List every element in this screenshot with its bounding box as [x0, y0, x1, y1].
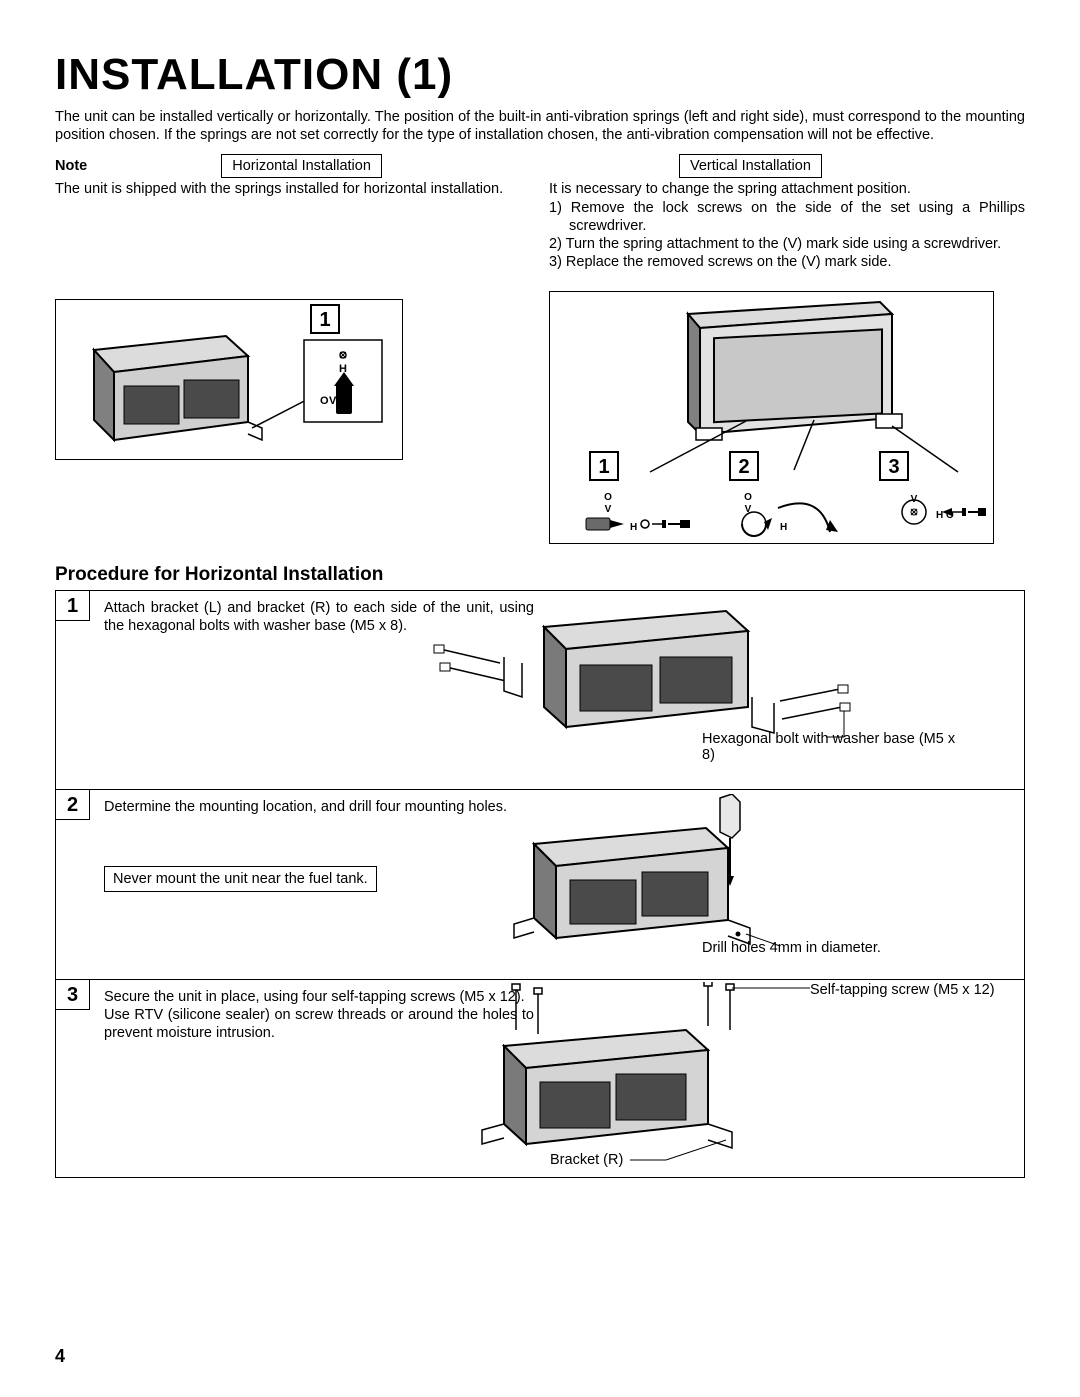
- procedure-row-3: 3 Secure the unit in place, using four s…: [56, 979, 1024, 1177]
- svg-text:3: 3: [888, 456, 899, 478]
- svg-text:H: H: [339, 363, 347, 375]
- step-3-callout-bottom: Bracket (R): [550, 1152, 623, 1168]
- step-number-1: 1: [56, 591, 90, 621]
- vertical-figure-svg: 1 O V H 2 O V: [550, 292, 993, 543]
- horizontal-figure-svg: 1 H O V: [56, 300, 402, 459]
- vertical-intro: It is necessary to change the spring att…: [549, 180, 1025, 198]
- procedure-table: 1 Attach bracket (L) and bracket (R) to …: [55, 590, 1025, 1178]
- step-number-2: 2: [56, 790, 90, 820]
- step-number-3: 3: [56, 980, 90, 1010]
- horizontal-figure: 1 H O V: [55, 299, 403, 460]
- step-2-text: Determine the mounting location, and dri…: [104, 798, 534, 816]
- horizontal-column: Note Horizontal Installation The unit is…: [55, 154, 531, 544]
- procedure-row-2: 2 Determine the mounting location, and d…: [56, 789, 1024, 979]
- two-column-section: Note Horizontal Installation The unit is…: [55, 154, 1025, 544]
- horizontal-install-label: Horizontal Installation: [221, 154, 382, 178]
- vertical-column: Vertical Installation It is necessary to…: [549, 154, 1025, 544]
- procedure-row-1: 1 Attach bracket (L) and bracket (R) to …: [56, 591, 1024, 789]
- svg-text:V: V: [911, 494, 918, 505]
- vertical-figure: 1 O V H 2 O V: [549, 291, 994, 544]
- intro-paragraph: The unit can be installed vertically or …: [55, 108, 1025, 144]
- svg-text:V: V: [605, 504, 612, 515]
- svg-text:H: H: [630, 522, 637, 533]
- vertical-step-2: 2) Turn the spring attachment to the (V)…: [549, 235, 1025, 253]
- page-title: INSTALLATION (1): [55, 50, 1025, 100]
- procedure-title: Procedure for Horizontal Installation: [55, 564, 1025, 586]
- page-number: 4: [55, 1346, 65, 1367]
- vertical-step-1: 1) Remove the lock screws on the side of…: [549, 199, 1025, 235]
- vertical-install-label: Vertical Installation: [679, 154, 822, 178]
- step-3-figure: [430, 982, 850, 1174]
- step-2-warning: Never mount the unit near the fuel tank.: [104, 866, 377, 892]
- svg-text:V: V: [329, 395, 337, 407]
- horizontal-note-text: The unit is shipped with the springs ins…: [55, 180, 531, 198]
- svg-text:H: H: [936, 510, 943, 521]
- svg-text:H: H: [780, 522, 787, 533]
- svg-text:1: 1: [319, 309, 330, 331]
- vertical-steps-list: 1) Remove the lock screws on the side of…: [549, 199, 1025, 272]
- svg-text:O: O: [744, 492, 752, 503]
- step-3-callout-top: Self-tapping screw (M5 x 12): [810, 982, 995, 998]
- step-2-callout: Drill holes 4mm in diameter.: [702, 940, 881, 956]
- step-1-callout: Hexagonal bolt with washer base (M5 x 8): [702, 731, 962, 763]
- note-label: Note: [55, 158, 87, 174]
- svg-text:O: O: [320, 395, 329, 407]
- vertical-step-3: 3) Replace the removed screws on the (V)…: [549, 253, 1025, 271]
- svg-text:1: 1: [598, 456, 609, 478]
- svg-text:O: O: [604, 492, 612, 503]
- svg-text:2: 2: [738, 456, 749, 478]
